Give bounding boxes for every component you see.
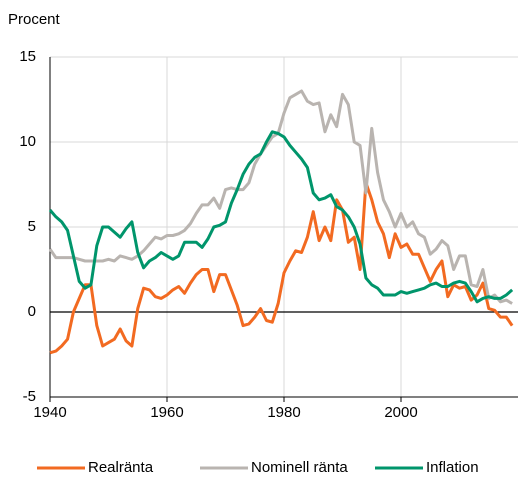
line-series: [48, 89, 513, 305]
x-tick-label: 1940: [33, 404, 66, 421]
y-tick-label: 5: [28, 218, 36, 235]
y-axis-label: Procent: [8, 11, 61, 28]
y-tick-label: 0: [28, 303, 36, 320]
line-series: [49, 181, 514, 355]
legend-label: Realränta: [88, 459, 154, 476]
x-tick-label: 1960: [150, 404, 183, 421]
legend-label: Nominell ränta: [251, 459, 348, 476]
line-series: [48, 130, 514, 304]
y-tick-label: -5: [23, 388, 36, 405]
x-tick-label: 2000: [384, 404, 417, 421]
legend-label: Inflation: [426, 459, 479, 476]
x-tick-label: 1980: [267, 404, 300, 421]
y-tick-label: 15: [19, 48, 36, 65]
y-tick-label: 10: [19, 133, 36, 150]
